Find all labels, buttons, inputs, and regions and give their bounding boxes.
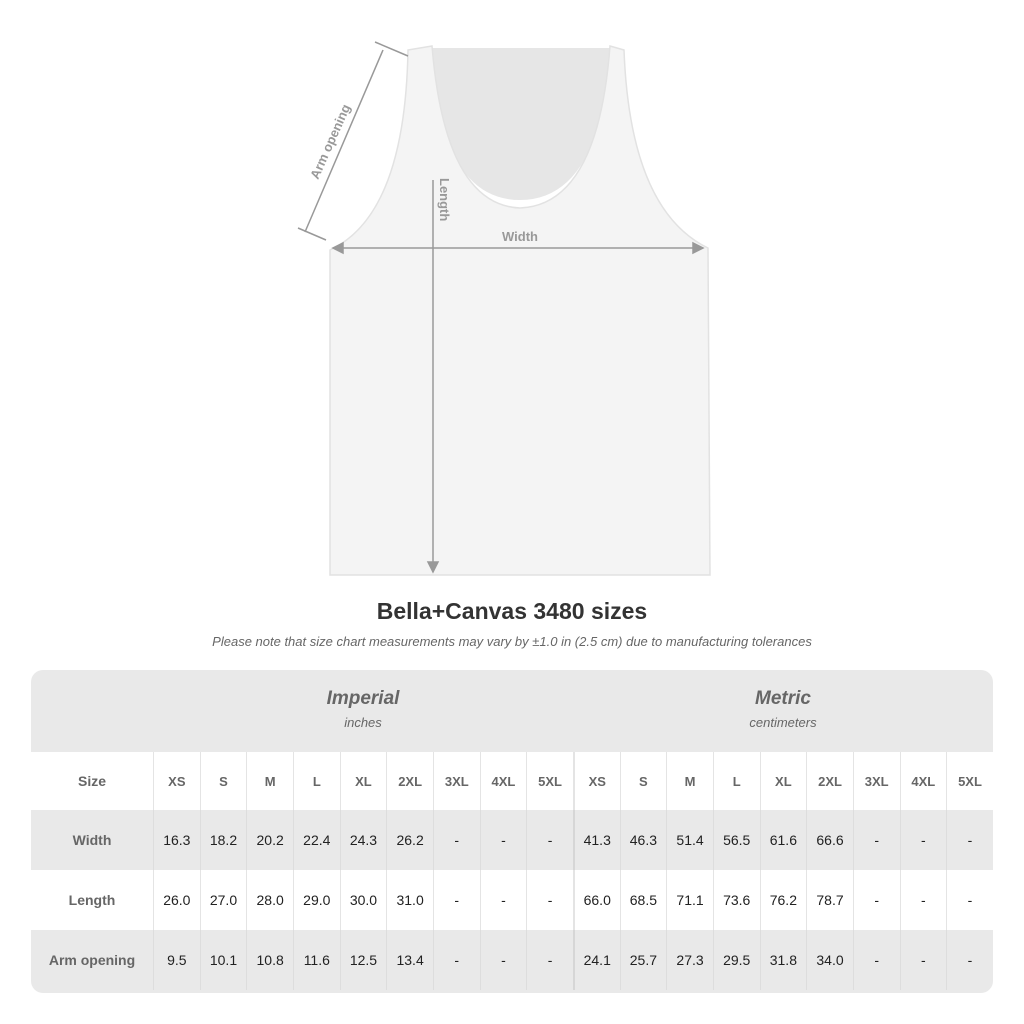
size-header-cell: L xyxy=(292,752,340,810)
size-header-cell: 3XL xyxy=(852,752,900,810)
imperial-value-cell: 9.5 xyxy=(153,930,200,990)
metric-value-cell: 25.7 xyxy=(619,930,667,990)
size-header-cell: XS xyxy=(153,752,200,810)
imperial-unit: inches xyxy=(344,715,382,730)
header-row: Size XS S M L XL 2XL 3XL 4XL 5XL XS S M L XL 2XL 3XL 4XL 5… xyxy=(31,752,993,810)
tank-top-body xyxy=(329,45,711,576)
imperial-value-cell: - xyxy=(526,870,573,930)
size-header-cell: 5XL xyxy=(946,752,993,810)
imperial-value-cell: - xyxy=(432,930,480,990)
arm-opening-label: Arm opening xyxy=(307,102,353,181)
imperial-value-cell: 22.4 xyxy=(292,810,340,870)
metric-value-cell: - xyxy=(946,870,993,930)
imperial-value-cell: - xyxy=(526,810,573,870)
imperial-value-cell: - xyxy=(432,870,480,930)
size-header-cell: XL xyxy=(759,752,807,810)
metric-title: Metric xyxy=(755,688,811,709)
metric-value-cell: - xyxy=(852,870,900,930)
metric-value-cell: - xyxy=(852,810,900,870)
metric-value-cell: 66.0 xyxy=(572,870,620,930)
metric-value-cell: 27.3 xyxy=(666,930,713,990)
imperial-value-cell: 10.1 xyxy=(199,930,247,990)
size-header-cell: L xyxy=(712,752,760,810)
imperial-value-cell: 13.4 xyxy=(386,930,433,990)
metric-value-cell: - xyxy=(899,870,947,930)
imperial-value-cell: - xyxy=(479,810,527,870)
imperial-value-cell: 16.3 xyxy=(153,810,200,870)
size-header-cell: 2XL xyxy=(386,752,433,810)
measure-arrows xyxy=(297,41,705,574)
metric-value-cell: 34.0 xyxy=(806,930,853,990)
imperial-title: Imperial xyxy=(326,688,400,709)
metric-value-cell: - xyxy=(852,930,900,990)
imperial-value-cell: - xyxy=(526,930,573,990)
size-header-cell: 2XL xyxy=(806,752,853,810)
size-header-cell: XS xyxy=(572,752,620,810)
metric-value-cell: 76.2 xyxy=(759,870,807,930)
row-label: Length xyxy=(68,892,116,908)
size-header-cell: 5XL xyxy=(526,752,573,810)
size-header-cell: 4XL xyxy=(479,752,527,810)
row-label: Size xyxy=(77,773,106,789)
metric-value-cell: 61.6 xyxy=(759,810,807,870)
metric-value-cell: 41.3 xyxy=(572,810,620,870)
row-label: Arm opening xyxy=(48,952,136,968)
imperial-value-cell: 20.2 xyxy=(246,810,293,870)
imperial-value-cell: - xyxy=(479,930,527,990)
metric-header: Metric centimeters xyxy=(573,670,993,752)
imperial-value-cell: 11.6 xyxy=(292,930,340,990)
metric-value-cell: 66.6 xyxy=(806,810,853,870)
width-label: Width xyxy=(502,229,538,244)
imperial-value-cell: - xyxy=(432,810,480,870)
tolerance-note: Please note that size chart measurements… xyxy=(212,634,812,649)
table-row: Width 16.3 18.2 20.2 22.4 24.3 26.2- - -41.3 46.3… xyxy=(31,810,993,870)
imperial-value-cell: 10.8 xyxy=(246,930,293,990)
imperial-value-cell: 31.0 xyxy=(386,870,433,930)
metric-value-cell: 68.5 xyxy=(619,870,667,930)
size-header-cell: S xyxy=(619,752,667,810)
imperial-value-cell: - xyxy=(479,870,527,930)
metric-value-cell: 51.4 xyxy=(666,810,713,870)
imperial-value-cell: 24.3 xyxy=(339,810,387,870)
metric-value-cell: 78.7 xyxy=(806,870,853,930)
metric-value-cell: 71.1 xyxy=(666,870,713,930)
metric-value-cell: 56.5 xyxy=(712,810,760,870)
imperial-value-cell: 26.0 xyxy=(153,870,200,930)
metric-value-cell: 24.1 xyxy=(572,930,620,990)
metric-value-cell: - xyxy=(946,810,993,870)
size-chart-title: Bella+Canvas 3480 sizes xyxy=(376,598,648,624)
metric-value-cell: - xyxy=(946,930,993,990)
size-header-cell: XL xyxy=(339,752,387,810)
metric-value-cell: 46.3 xyxy=(619,810,667,870)
tank-top-back xyxy=(430,48,612,200)
imperial-value-cell: 18.2 xyxy=(199,810,247,870)
imperial-value-cell: 29.0 xyxy=(292,870,340,930)
imperial-value-cell: 27.0 xyxy=(199,870,247,930)
imperial-value-cell: 26.2 xyxy=(386,810,433,870)
table-row: Length 26.0 27.0 28.0 29.0 30.0 31.0- - -66.0 68.… xyxy=(31,870,993,930)
size-header-cell: M xyxy=(246,752,293,810)
metric-value-cell: 29.5 xyxy=(712,930,760,990)
size-header-cell: S xyxy=(199,752,247,810)
imperial-value-cell: 28.0 xyxy=(246,870,293,930)
imperial-value-cell: 12.5 xyxy=(339,930,387,990)
metric-unit: centimeters xyxy=(749,715,817,730)
metric-value-cell: - xyxy=(899,930,947,990)
size-header-cell: M xyxy=(666,752,713,810)
tank-top-diagram: Arm opening Length Width xyxy=(297,41,711,576)
size-table: Imperial inches Metric centimeters Size X… xyxy=(31,670,993,993)
size-header-cell: 3XL xyxy=(432,752,480,810)
imperial-header: Imperial inches xyxy=(153,670,573,752)
length-label: Length xyxy=(437,178,452,221)
row-label: Width xyxy=(72,832,112,848)
metric-value-cell: 31.8 xyxy=(759,930,807,990)
metric-value-cell: - xyxy=(899,810,947,870)
size-header-cell: 4XL xyxy=(899,752,947,810)
metric-value-cell: 73.6 xyxy=(712,870,760,930)
imperial-value-cell: 30.0 xyxy=(339,870,387,930)
table-row: Arm opening 9.5 10.1 10.8 11.6 12.5 13.4- - -24.… xyxy=(31,930,993,990)
